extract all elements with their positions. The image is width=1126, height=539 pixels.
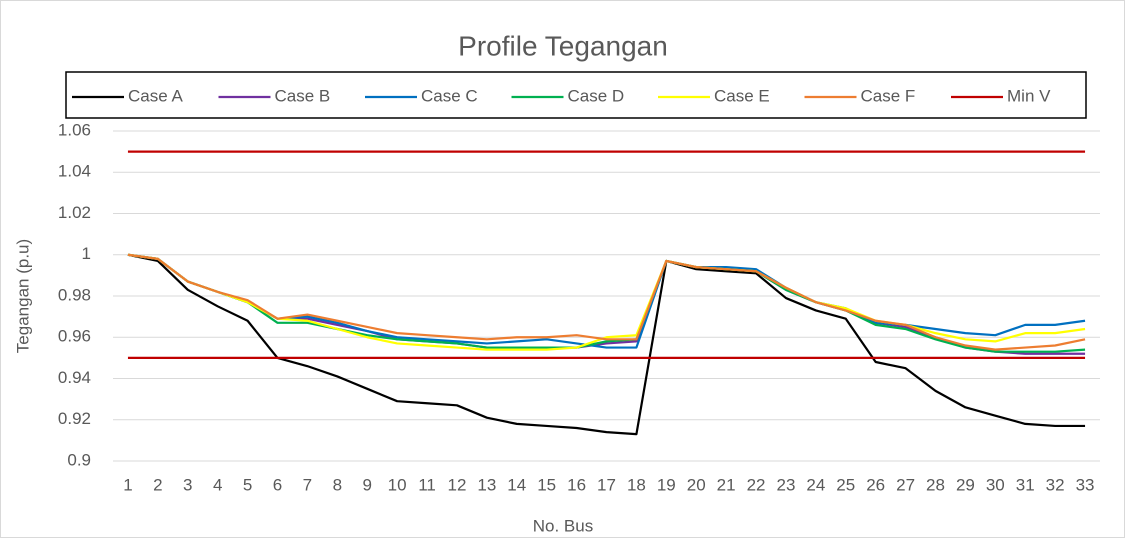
x-tick-label: 4 [213,475,222,494]
x-tick-label: 8 [333,475,342,494]
y-tick-label: 1.02 [58,203,91,222]
y-tick-label: 1.06 [58,120,91,139]
x-tick-label: 9 [362,475,371,494]
y-tick-label: 0.9 [67,450,91,469]
y-tick-label: 0.98 [58,285,91,304]
x-tick-label: 15 [537,475,556,494]
legend: Case A Case B Case C Case D Case E Case F Min … [72,86,1051,105]
x-tick-label: 16 [567,475,586,494]
legend-label: Case E [714,86,770,105]
legend-label: Case C [421,86,478,105]
x-tick-label: 10 [388,475,407,494]
y-tick-label: 1 [82,244,91,263]
series-line [127,253,1086,353]
x-tick-label: 21 [717,475,736,494]
legend-box [65,71,1087,119]
x-tick-label: 11 [418,475,436,494]
x-tick-label: 24 [806,475,825,494]
legend-label: Case D [568,86,625,105]
x-tick-label: 27 [896,475,915,494]
chart-title: Profile Tegangan [458,30,668,61]
x-tick-label: 33 [1076,475,1095,494]
x-tick-label: 26 [866,475,885,494]
x-tick-label: 29 [956,475,975,494]
legend-label: Min V [1007,86,1051,105]
x-tick-label: 19 [657,475,676,494]
x-tick-label: 2 [153,475,162,494]
x-tick-label: 20 [687,475,706,494]
x-tick-label: 18 [627,475,646,494]
y-tick-label: 1.04 [58,162,91,181]
x-tick-label: 1 [123,475,132,494]
y-tick-label: 0.96 [58,327,91,346]
x-tick-label: 25 [836,475,855,494]
x-tick-label: 12 [447,475,466,494]
x-tick-label: 7 [303,475,312,494]
x-tick-label: 14 [507,475,526,494]
x-tick-label: 30 [986,475,1005,494]
x-tick-label: 23 [776,475,795,494]
x-tick-label: 31 [1016,475,1035,494]
legend-label: Case B [275,86,331,105]
x-axis-label: No. Bus [533,516,593,535]
series-line [127,253,1086,436]
x-tick-label: 28 [926,475,945,494]
series-line [127,253,1086,351]
legend-label: Case F [861,86,916,105]
x-tick-label: 5 [243,475,252,494]
x-tick-label: 3 [183,475,192,494]
legend-label: Case A [128,86,183,105]
x-tick-label: 22 [747,475,766,494]
series-line [127,253,1086,351]
x-tick-label: 32 [1046,475,1065,494]
x-tick-label: 17 [597,475,616,494]
y-tick-label: 0.94 [58,368,91,387]
y-tick-label: 0.92 [58,409,91,428]
y-axis-label: Tegangan (p.u) [13,239,32,353]
x-tick-label: 13 [477,475,496,494]
x-tick-label: 6 [273,475,282,494]
